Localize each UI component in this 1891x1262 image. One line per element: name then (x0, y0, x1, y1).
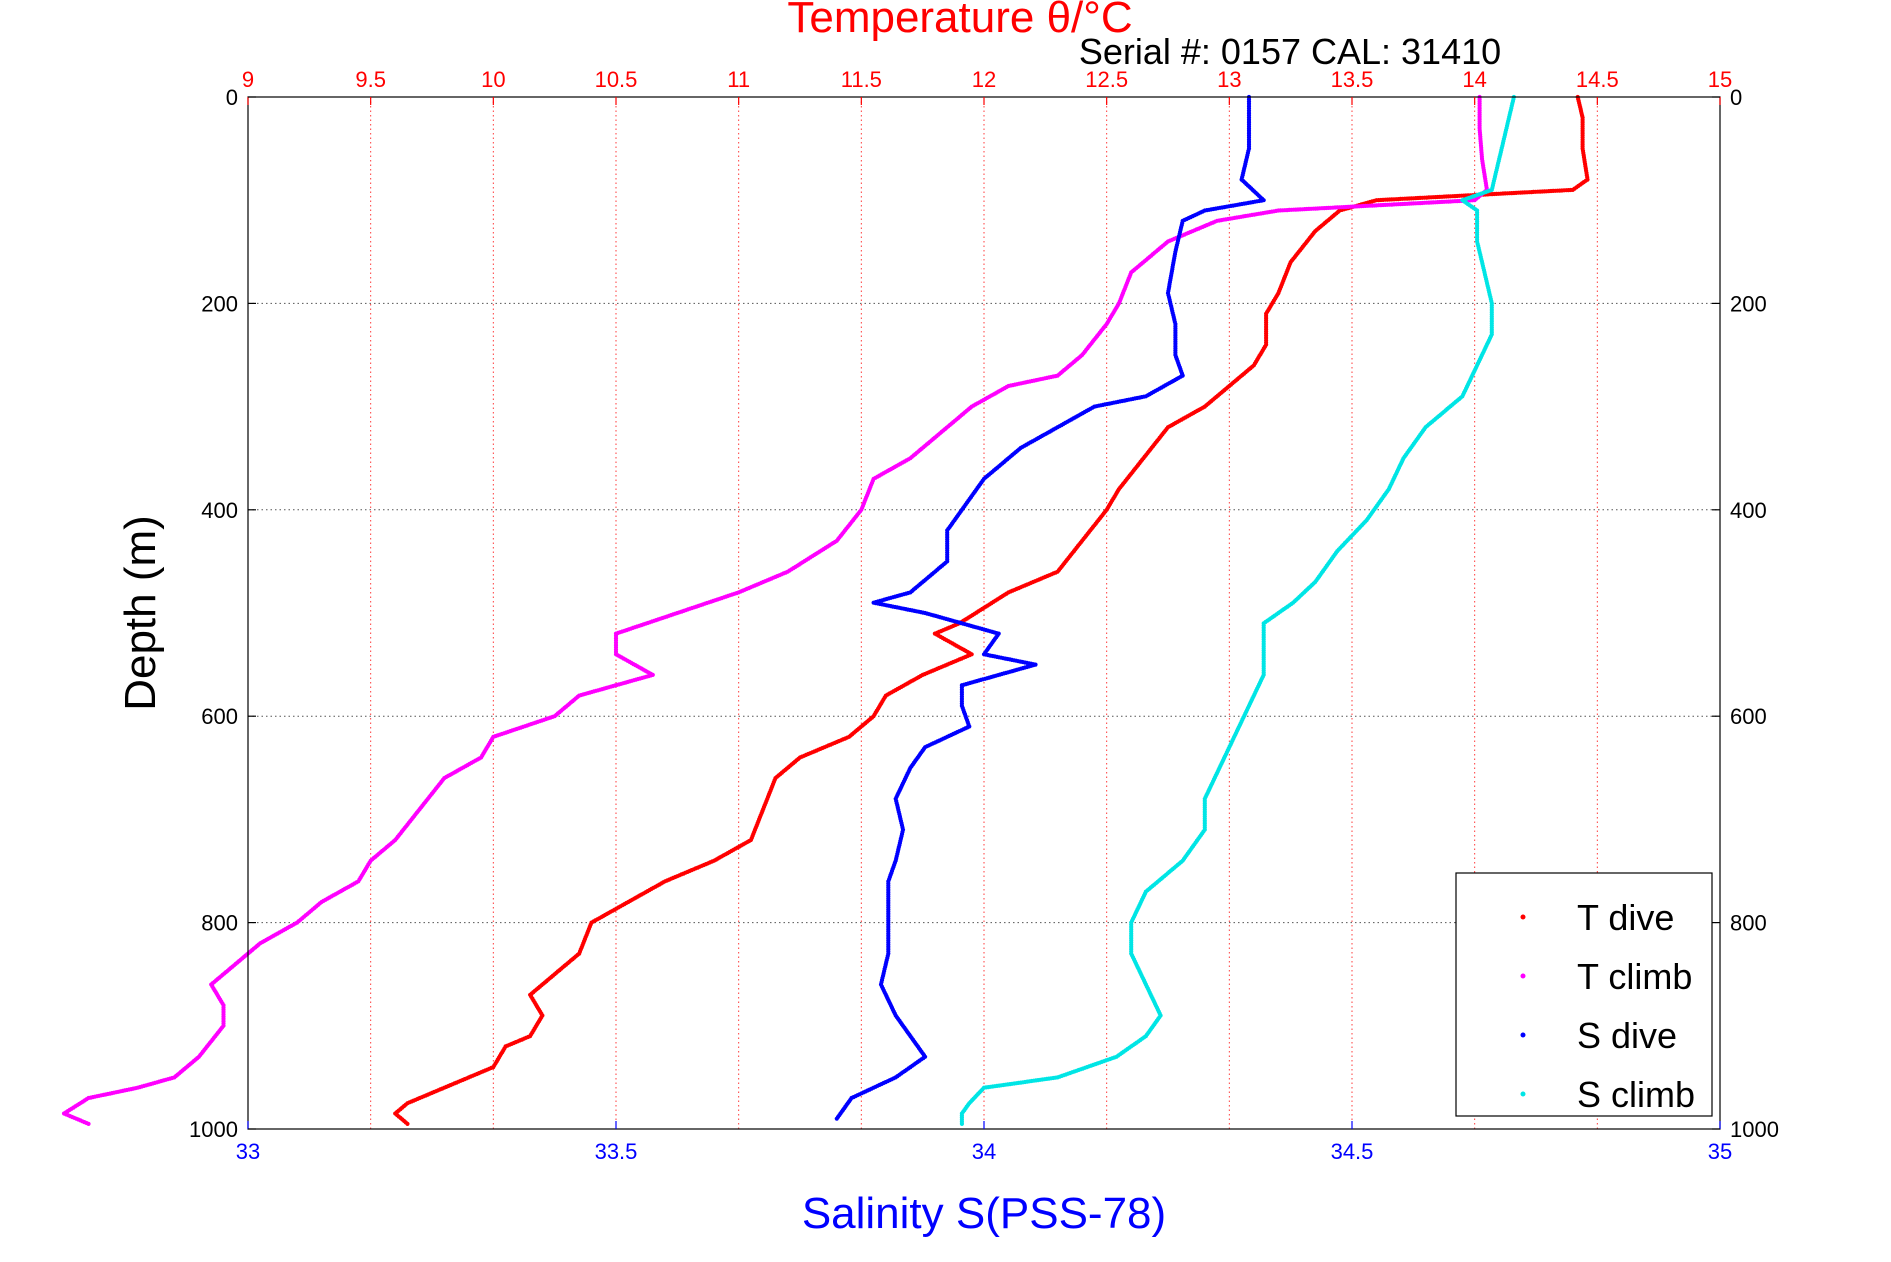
series-1 (61, 94, 1489, 1126)
tick-label-right-2: 400 (1730, 498, 1767, 523)
legend-label-1: T climb (1577, 956, 1692, 997)
legend-label-3: S climb (1577, 1074, 1695, 1115)
tick-label-top-8: 13 (1217, 67, 1241, 92)
tick-label-right-3: 600 (1730, 704, 1767, 729)
tick-label-left-1: 200 (201, 291, 238, 316)
tick-label-right-5: 1000 (1730, 1117, 1779, 1142)
tick-label-right-1: 200 (1730, 291, 1767, 316)
tick-label-top-0: 9 (242, 67, 254, 92)
chart-title: Temperature θ/°C (787, 0, 1132, 42)
tick-label-left-4: 800 (201, 911, 238, 936)
tick-label-top-9: 13.5 (1331, 67, 1374, 92)
tick-label-top-3: 10.5 (595, 67, 638, 92)
legend-marker-2 (1520, 1032, 1526, 1038)
series-3 (959, 94, 1516, 1126)
tick-label-top-6: 12 (972, 67, 996, 92)
point-3-603 (959, 1121, 965, 1126)
tick-label-left-0: 0 (226, 85, 238, 110)
legend-label-2: S dive (1577, 1015, 1677, 1056)
legend-box (1455, 872, 1713, 1117)
point-1-910 (86, 1121, 91, 1126)
tick-label-bottom-3: 34.5 (1331, 1139, 1374, 1164)
tick-label-top-2: 10 (481, 67, 505, 92)
tick-label-left-2: 400 (201, 498, 238, 523)
tick-label-bottom-2: 34 (972, 1139, 996, 1164)
tick-label-bottom-4: 35 (1708, 1139, 1732, 1164)
legend-marker-1 (1520, 973, 1526, 979)
tick-label-top-12: 15 (1708, 67, 1732, 92)
tick-label-top-11: 14.5 (1576, 67, 1619, 92)
tick-label-left-3: 600 (201, 704, 238, 729)
tick-label-bottom-1: 33.5 (595, 1139, 638, 1164)
tick-labels: 9 9.5 10 10.5 11 11.5 12 12.5 13 13.5 14 14.5 15 33 33… (189, 67, 1779, 1164)
tick-label-bottom-0: 33 (236, 1139, 260, 1164)
tick-label-right-4: 800 (1730, 911, 1767, 936)
point-2-719 (834, 1116, 839, 1121)
series-points (61, 94, 1590, 1126)
legend-marker-3 (1520, 1091, 1526, 1097)
tick-label-top-4: 11 (727, 67, 750, 92)
y-axis-label: Depth (m) (116, 515, 165, 711)
tick-label-left-5: 1000 (189, 1117, 238, 1142)
tick-label-top-10: 14 (1462, 67, 1486, 92)
series-2 (834, 94, 1266, 1121)
chart-subtitle: Serial #: 0157 CAL: 31410 (1079, 31, 1501, 72)
legend: T dive T climb S dive S climb (1455, 872, 1713, 1117)
tick-label-top-7: 12.5 (1085, 67, 1128, 92)
x-axis-label: Salinity S(PSS-78) (802, 1189, 1166, 1238)
tick-label-top-5: 11.5 (841, 67, 882, 92)
legend-marker-0 (1520, 914, 1526, 920)
legend-label-0: T dive (1577, 897, 1674, 938)
tick-label-top-1: 9.5 (355, 67, 386, 92)
point-0-815 (405, 1121, 410, 1126)
tick-label-right-0: 0 (1730, 85, 1742, 110)
